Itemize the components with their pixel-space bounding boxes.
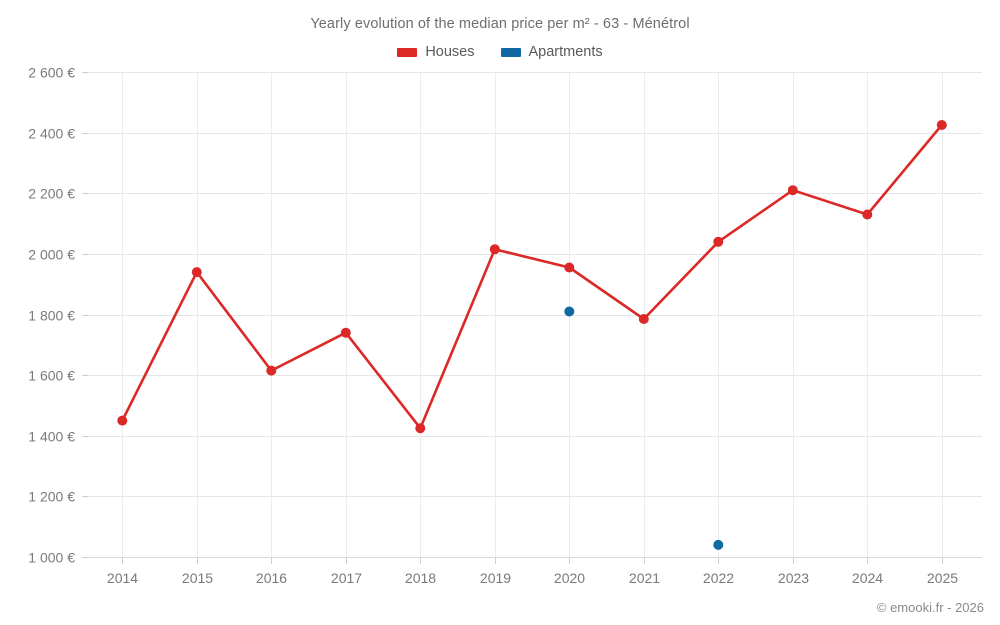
data-point-houses-2025[interactable] <box>936 120 947 130</box>
legend-label-houses: Houses <box>425 44 475 60</box>
data-point-apartments-2022[interactable] <box>713 539 724 550</box>
y-tick-label: 1 600 € <box>28 368 75 384</box>
y-tick-label: 1 400 € <box>28 429 75 445</box>
chart-title: Yearly evolution of the median price per… <box>310 16 690 32</box>
data-point-houses-2016[interactable] <box>266 365 277 376</box>
grid-layer <box>82 72 982 564</box>
y-axis-labels: 1 000 € 1 200 € 1 400 € 1 600 € 1 800 € 2 000… <box>28 65 75 566</box>
y-tick-label: 2 400 € <box>28 126 75 142</box>
x-tick-label: 2021 <box>629 570 660 586</box>
data-point-houses-2020[interactable] <box>564 262 575 273</box>
data-point-houses-2017[interactable] <box>340 327 351 338</box>
data-point-houses-2014[interactable] <box>117 415 128 426</box>
legend-label-apartments: Apartments <box>528 44 603 60</box>
y-tick-label: 2 600 € <box>28 65 75 81</box>
legend-item-apartments[interactable]: Apartments <box>500 44 603 60</box>
y-tick-label: 1 200 € <box>28 489 75 505</box>
x-tick-label: 2023 <box>778 570 809 586</box>
x-tick-label: 2018 <box>405 570 436 586</box>
data-point-houses-2024[interactable] <box>862 209 873 220</box>
data-point-houses-2018[interactable] <box>415 423 426 434</box>
data-point-houses-2022[interactable] <box>713 236 724 247</box>
series-layer <box>117 120 947 550</box>
legend-item-houses[interactable]: Houses <box>397 44 475 60</box>
y-tick-label: 2 200 € <box>28 186 75 202</box>
y-tick-label: 1 800 € <box>28 308 75 324</box>
chart-legend: Houses Apartments <box>0 44 1000 60</box>
x-tick-label: 2022 <box>703 570 734 586</box>
data-point-houses-2019[interactable] <box>489 244 500 255</box>
legend-swatch-apartments <box>500 47 521 57</box>
series-line-houses <box>121 123 944 430</box>
x-tick-label: 2017 <box>331 570 362 586</box>
x-tick-label: 2025 <box>927 570 958 586</box>
footer-credit: © emooki.fr - 2026 <box>876 600 984 615</box>
legend-swatch-houses <box>397 47 418 57</box>
data-point-houses-2015[interactable] <box>191 267 202 278</box>
x-tick-label: 2014 <box>107 570 138 586</box>
x-tick-label: 2020 <box>554 570 585 586</box>
y-tick-label: 1 000 € <box>28 550 75 566</box>
x-tick-label: 2024 <box>852 570 883 586</box>
x-tick-label: 2019 <box>480 570 511 586</box>
x-tick-label: 2015 <box>182 570 213 586</box>
data-point-houses-2023[interactable] <box>787 185 798 196</box>
y-tick-label: 2 000 € <box>28 247 75 263</box>
data-point-houses-2021[interactable] <box>638 314 649 324</box>
x-axis-labels: 2014 2015 2016 2017 2018 2019 2020 2021 2022 2023… <box>107 570 958 586</box>
data-point-apartments-2020[interactable] <box>564 306 575 317</box>
x-tick-label: 2016 <box>256 570 287 586</box>
